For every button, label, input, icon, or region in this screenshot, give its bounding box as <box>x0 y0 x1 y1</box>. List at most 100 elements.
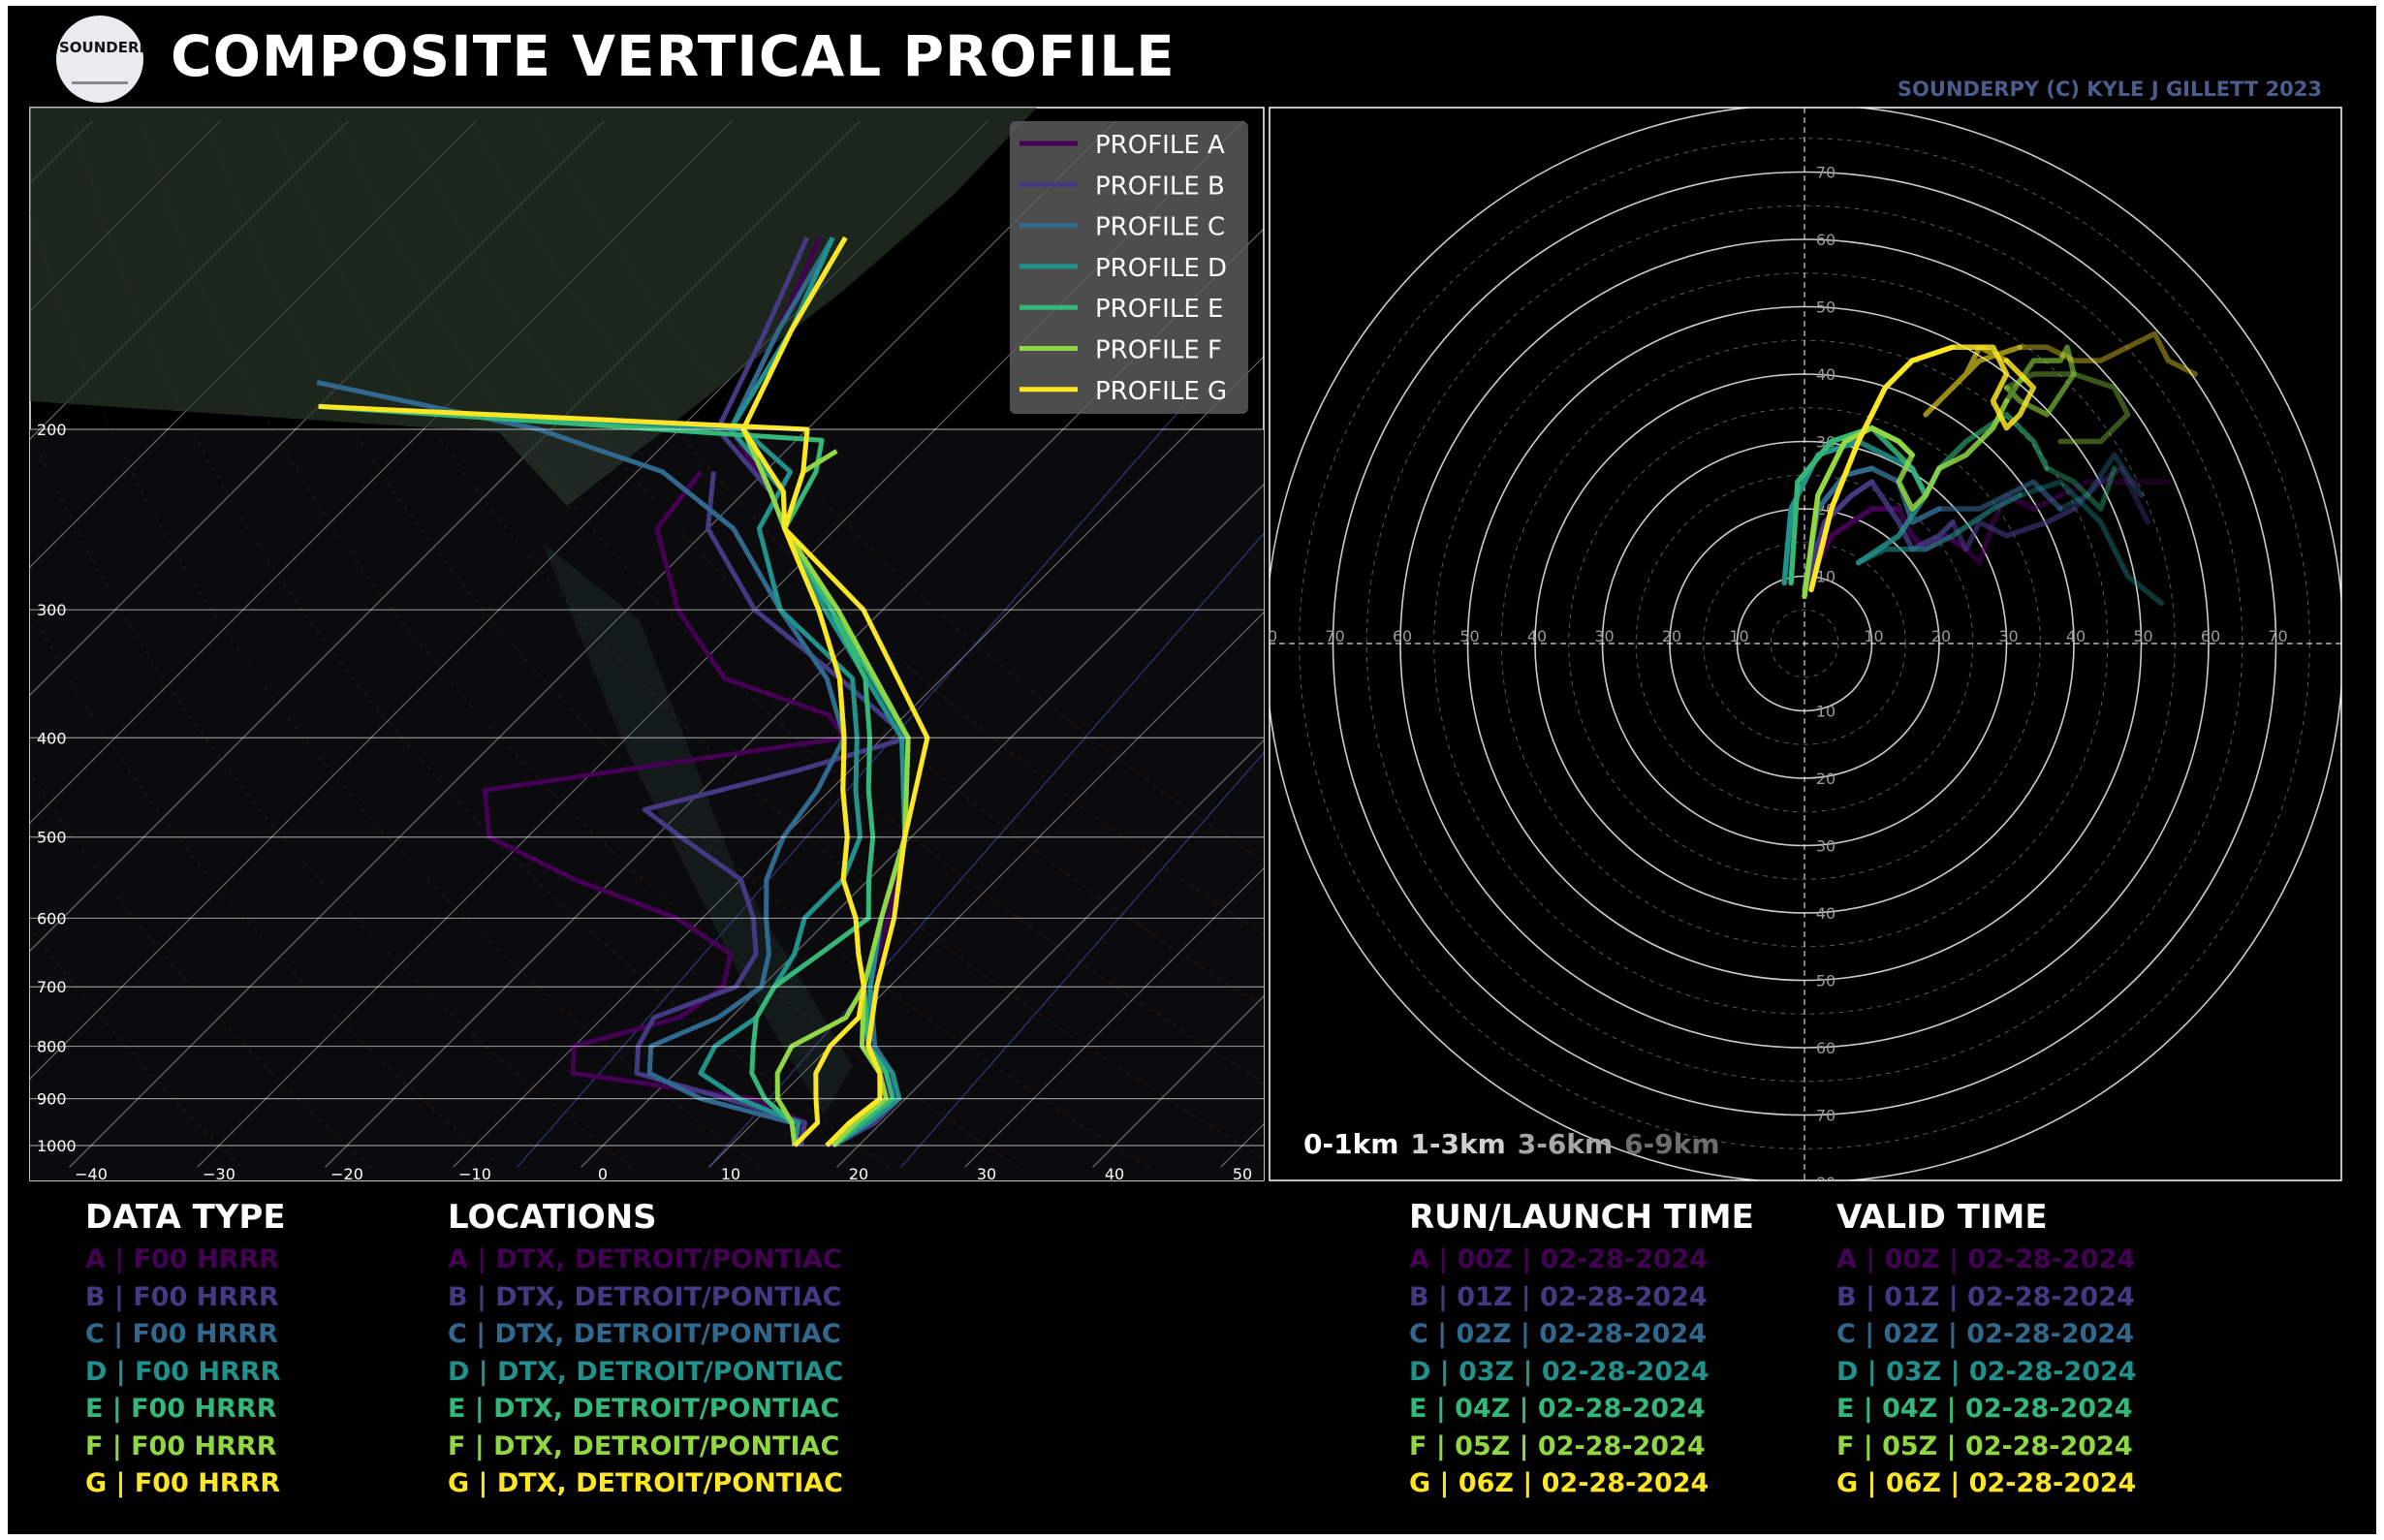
hodo-y-tick: 40 <box>1816 904 1835 923</box>
hodo-y-tick: 10 <box>1816 703 1835 721</box>
hodo-y-tick: 50 <box>1816 972 1835 990</box>
run-time-line: A | 00Z | 02-28-2024 <box>1409 1244 1709 1274</box>
pressure-tick-label: 300 <box>37 601 67 619</box>
valid-time-line: A | 00Z | 02-28-2024 <box>1836 1244 2136 1274</box>
hodo-trace-d <box>1855 492 2023 566</box>
hodo-half-ring <box>1770 609 1839 678</box>
run-time-line: D | 03Z | 02-28-2024 <box>1409 1356 1710 1387</box>
isotherm-line <box>836 739 1264 1168</box>
data-type-line: A | F00 HRRR <box>85 1244 279 1274</box>
hodo-trace-b <box>2071 465 2151 525</box>
pressure-tick-label: 500 <box>37 829 67 847</box>
dry-adiabat <box>30 427 631 1168</box>
locations-line: C | DTX, DETROIT/PONTIAC <box>448 1319 841 1349</box>
hodo-legend-1-3km: 1-3km <box>1410 1128 1506 1160</box>
temperature-tick-label: 50 <box>1233 1165 1252 1183</box>
hodo-trace-b <box>1950 506 2077 552</box>
logo-underline <box>72 81 128 84</box>
valid-time-header: VALID TIME <box>1836 1198 2048 1237</box>
pressure-tick-label: 800 <box>37 1038 67 1056</box>
valid-time-line: C | 02Z | 02-28-2024 <box>1836 1319 2134 1349</box>
hodo-x-tick: 20 <box>1662 627 1681 645</box>
hodo-trace-c <box>1868 465 1942 525</box>
hodo-trace-e <box>1936 411 2050 472</box>
temperature-tick-label: −20 <box>330 1165 363 1183</box>
valid-time-line: F | 05Z | 02-28-2024 <box>1836 1430 2133 1461</box>
hodo-half-ring <box>1703 542 1906 745</box>
dry-adiabat <box>272 120 1264 1159</box>
hodo-y-tick: 30 <box>1816 837 1835 856</box>
data-type-line: F | F00 HRRR <box>85 1430 277 1461</box>
temperature-tick-label: 30 <box>977 1165 996 1183</box>
pressure-tick-label: 900 <box>37 1090 67 1109</box>
hodo-x-tick: 60 <box>1393 627 1412 645</box>
run-time-line: G | 06Z | 02-28-2024 <box>1409 1468 1710 1498</box>
hodo-y-tick: 70 <box>1816 1107 1835 1125</box>
upper-shade <box>30 108 1037 506</box>
hodo-legend-0-1km: 0-1km <box>1303 1128 1399 1160</box>
legend-label: PROFILE D <box>1095 254 1227 283</box>
pressure-tick-label: 700 <box>37 978 67 996</box>
hodo-x-tick: 10 <box>1729 627 1748 645</box>
dry-adiabat <box>404 120 1264 1009</box>
mixing-ratio-line <box>900 751 1264 1168</box>
hodo-x-tick: 20 <box>1931 627 1951 645</box>
hodograph-height-legend: 0-1km 1-3km 3-6km 6-9km <box>1303 1128 1732 1160</box>
hodo-trace-d <box>2017 479 2165 607</box>
temperature-tick-label: 0 <box>598 1165 608 1183</box>
hodo-trace-g <box>1950 344 2037 431</box>
dewpoint-line-a <box>482 470 847 1147</box>
locations-line: G | DTX, DETROIT/PONTIAC <box>448 1468 843 1498</box>
valid-time-line: G | 06Z | 02-28-2024 <box>1836 1468 2137 1498</box>
hodo-y-tick: 20 <box>1816 770 1835 788</box>
run-time-line: F | 05Z | 02-28-2024 <box>1409 1430 1706 1461</box>
temperature-tick-label: 40 <box>1105 1165 1124 1183</box>
hodo-trace-f <box>2003 371 2131 445</box>
hodo-y-tick: 30 <box>1816 433 1835 452</box>
hodo-trace-g <box>2017 330 2198 377</box>
legend-label: PROFILE C <box>1095 213 1225 242</box>
hodo-trace-f <box>1802 424 1915 600</box>
page-title: COMPOSITE VERTICAL PROFILE <box>171 23 1176 89</box>
hodo-trace-c <box>1936 479 2063 512</box>
data-type-line: E | F00 HRRR <box>85 1394 277 1424</box>
temperature-tick-label: −10 <box>458 1165 491 1183</box>
hodo-x-tick: 40 <box>1527 627 1547 645</box>
pressure-tick-label: 1000 <box>37 1137 77 1155</box>
data-type-line: C | F00 HRRR <box>85 1319 278 1349</box>
hodo-trace-a <box>2057 479 2172 498</box>
legend-label: PROFILE E <box>1095 295 1223 324</box>
mixing-ratio-line <box>708 532 1264 1168</box>
data-type-header: DATA TYPE <box>85 1198 286 1237</box>
credit-text: SOUNDERPY (C) KYLE J GILLETT 2023 <box>1897 78 2322 101</box>
run-time-line: E | 04Z | 02-28-2024 <box>1409 1394 1706 1424</box>
dry-adiabat <box>338 120 1264 1084</box>
run-time-line: B | 01Z | 02-28-2024 <box>1409 1281 1708 1312</box>
hodo-trace-g <box>1808 344 1956 593</box>
hodo-x-tick: 30 <box>1594 627 1614 645</box>
data-type-line: B | F00 HRRR <box>85 1281 279 1312</box>
pressure-tick-label: 400 <box>37 729 67 747</box>
isotherm-line <box>453 356 1264 1168</box>
locations-header: LOCATIONS <box>448 1198 657 1237</box>
data-type-line: G | F00 HRRR <box>85 1468 281 1498</box>
temperature-tick-label: −30 <box>203 1165 235 1183</box>
skewt-clipped <box>30 108 1264 1180</box>
hodo-y-tick: 10 <box>1816 568 1835 586</box>
pressure-tick-label: 200 <box>37 421 67 439</box>
hodo-trace-e <box>1788 424 1875 586</box>
hodo-x-tick: 70 <box>2268 627 2287 645</box>
hodo-trace-b <box>1802 479 1875 593</box>
temperature-tick-label: 20 <box>849 1165 868 1183</box>
hodo-x-tick: 60 <box>2201 627 2220 645</box>
legend-label: PROFILE F <box>1095 336 1222 365</box>
hodo-y-tick: 50 <box>1816 299 1835 317</box>
hodo-x-tick: 30 <box>1998 627 2018 645</box>
legend-label: PROFILE G <box>1095 377 1227 406</box>
isotherm-line <box>708 612 1264 1168</box>
legend-label: PROFILE A <box>1095 131 1225 160</box>
hodo-trace-e <box>2044 465 2117 512</box>
dry-adiabat <box>74 120 891 1168</box>
sounderpy-logo: SOUNDERPY <box>56 16 143 103</box>
